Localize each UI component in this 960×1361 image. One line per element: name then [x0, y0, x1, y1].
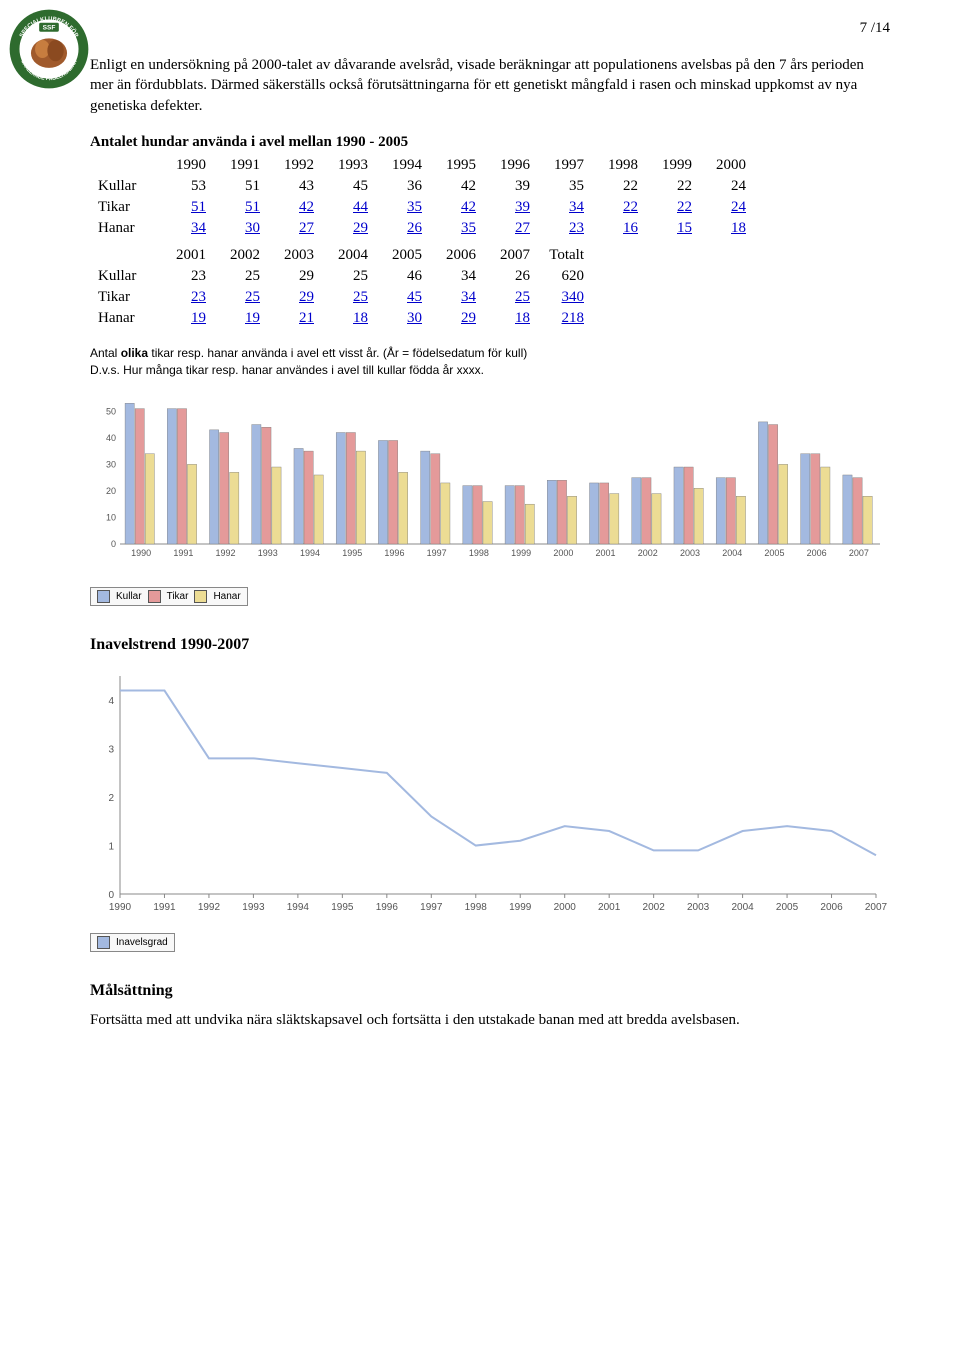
club-logo: SPECIALKLUBBEN FÖR SKÄLLANDE FÅGELHUNDAR… — [8, 8, 90, 90]
table-row: Tikar5151424435423934222224 — [90, 197, 754, 218]
line-chart-legend: Inavelsgrad — [90, 933, 175, 952]
svg-text:2005: 2005 — [764, 548, 784, 558]
svg-text:1993: 1993 — [258, 548, 278, 558]
year-header: 1993 — [322, 155, 376, 176]
year-header: 1991 — [214, 155, 268, 176]
svg-text:1993: 1993 — [242, 902, 265, 913]
year-header: 2004 — [322, 245, 376, 266]
breeding-table-2001-2007: 2001200220032004200520062007TotaltKullar… — [90, 245, 592, 329]
svg-text:1999: 1999 — [511, 548, 531, 558]
year-header: 2007 — [484, 245, 538, 266]
svg-text:20: 20 — [106, 486, 116, 496]
table-row: Kullar23252925463426620 — [90, 266, 592, 287]
year-header: 2002 — [214, 245, 268, 266]
svg-text:0: 0 — [111, 539, 116, 549]
year-header: 2001 — [160, 245, 214, 266]
svg-text:3: 3 — [108, 745, 114, 756]
bar-chart-caption: Antal olika tikar resp. hanar använda i … — [90, 345, 890, 379]
svg-text:2003: 2003 — [687, 902, 710, 913]
year-header: 2005 — [376, 245, 430, 266]
bar-chart-legend: Kullar Tikar Hanar — [90, 587, 248, 606]
table-row: Tikar23252925453425340 — [90, 287, 592, 308]
svg-text:2000: 2000 — [553, 548, 573, 558]
svg-text:4: 4 — [108, 697, 114, 708]
line-chart: 0 1 2 3 4 1990 1991 1992 1993 1994 1995 1996 1997 199… — [90, 664, 890, 924]
svg-text:40: 40 — [106, 433, 116, 443]
svg-text:1998: 1998 — [469, 548, 489, 558]
svg-text:1999: 1999 — [509, 902, 532, 913]
year-header: Totalt — [538, 245, 592, 266]
svg-text:1998: 1998 — [465, 902, 488, 913]
svg-text:1995: 1995 — [331, 902, 354, 913]
svg-text:1991: 1991 — [153, 902, 176, 913]
svg-text:1997: 1997 — [427, 548, 447, 558]
year-header: 2006 — [430, 245, 484, 266]
svg-text:2006: 2006 — [820, 902, 843, 913]
svg-text:1994: 1994 — [287, 902, 310, 913]
svg-text:2005: 2005 — [776, 902, 799, 913]
svg-text:SSF: SSF — [43, 25, 56, 32]
svg-text:1994: 1994 — [300, 548, 320, 558]
year-header: 1994 — [376, 155, 430, 176]
legend-label: Kullar — [116, 591, 142, 602]
year-header: 1998 — [592, 155, 646, 176]
svg-text:2004: 2004 — [731, 902, 754, 913]
malsattning-text: Fortsätta med att undvika nära släktskap… — [90, 1010, 890, 1030]
svg-text:1: 1 — [108, 842, 114, 853]
year-header: 2003 — [268, 245, 322, 266]
svg-text:1996: 1996 — [384, 548, 404, 558]
year-header: 1995 — [430, 155, 484, 176]
year-header: 1997 — [538, 155, 592, 176]
svg-text:2007: 2007 — [849, 548, 869, 558]
svg-text:30: 30 — [106, 460, 116, 470]
svg-text:1995: 1995 — [342, 548, 362, 558]
svg-text:2006: 2006 — [807, 548, 827, 558]
svg-text:2: 2 — [108, 793, 114, 804]
svg-text:2007: 2007 — [865, 902, 888, 913]
svg-text:2001: 2001 — [596, 548, 616, 558]
svg-text:1996: 1996 — [376, 902, 399, 913]
breeding-table-1990-2000: 1990199119921993199419951996199719981999… — [90, 155, 754, 239]
intro-paragraph: Enligt en undersökning på 2000-talet av … — [90, 55, 890, 116]
year-header: 1996 — [484, 155, 538, 176]
svg-text:2001: 2001 — [598, 902, 621, 913]
table-row: Hanar3430272926352723161518 — [90, 218, 754, 239]
svg-text:50: 50 — [106, 407, 116, 417]
table-row: Kullar5351434536423935222224 — [90, 176, 754, 197]
legend-label: Hanar — [213, 591, 240, 602]
year-header: 1990 — [160, 155, 214, 176]
svg-text:2002: 2002 — [643, 902, 666, 913]
svg-text:1992: 1992 — [216, 548, 236, 558]
svg-text:2000: 2000 — [554, 902, 577, 913]
svg-text:1997: 1997 — [420, 902, 443, 913]
legend-label: Tikar — [167, 591, 189, 602]
svg-text:1990: 1990 — [131, 548, 151, 558]
svg-text:10: 10 — [106, 513, 116, 523]
legend-label: Inavelsgrad — [116, 937, 168, 948]
svg-text:2002: 2002 — [638, 548, 658, 558]
bar-chart: 0 10 20 30 40 50 1990 1991 1992 1993 1994 1995 1996 1… — [90, 388, 890, 578]
svg-text:1992: 1992 — [198, 902, 221, 913]
svg-text:2004: 2004 — [722, 548, 742, 558]
table-heading: Antalet hundar använda i avel mellan 199… — [90, 134, 890, 151]
malsattning-heading: Målsättning — [90, 982, 890, 1000]
svg-text:2003: 2003 — [680, 548, 700, 558]
inavel-heading: Inavelstrend 1990-2007 — [90, 636, 890, 654]
svg-text:0: 0 — [108, 890, 114, 901]
year-header: 1992 — [268, 155, 322, 176]
table-row: Hanar19192118302918218 — [90, 308, 592, 329]
year-header: 2000 — [700, 155, 754, 176]
year-header: 1999 — [646, 155, 700, 176]
svg-text:1991: 1991 — [173, 548, 193, 558]
svg-text:1990: 1990 — [109, 902, 132, 913]
page-number: 7 /14 — [90, 20, 890, 37]
